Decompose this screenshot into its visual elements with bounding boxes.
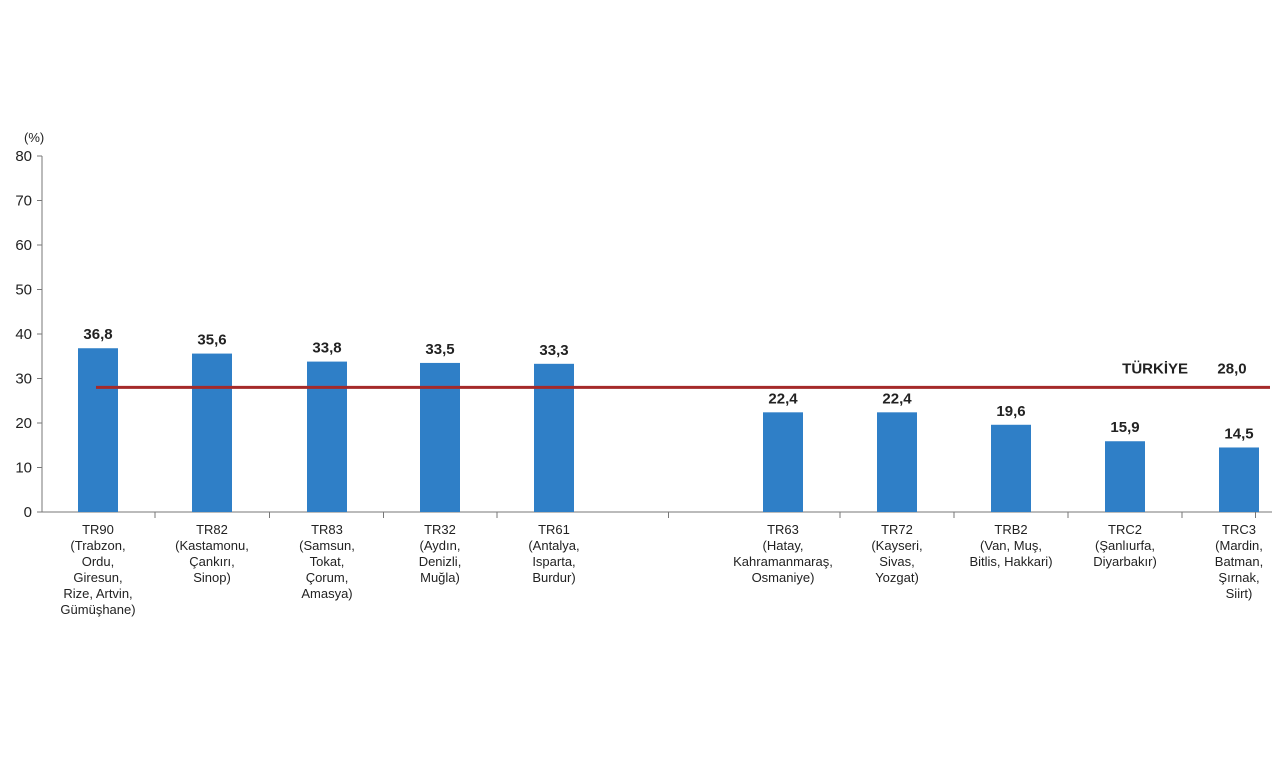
y-tick-label: 0 [24, 504, 32, 521]
x-category-code: TR32 [424, 522, 456, 537]
x-category-name-line: Ordu, [82, 554, 115, 569]
x-category-code: TRC2 [1108, 522, 1142, 537]
bar-tr32 [420, 362, 460, 512]
x-category-name-line: Şırnak, [1218, 570, 1259, 585]
x-category-name-line: Kahramanmaraş, [733, 554, 833, 569]
x-category-name-line: (Aydın, [420, 538, 461, 553]
bar-trc2 [1105, 441, 1145, 512]
x-category-name-line: Osmaniye) [752, 570, 815, 585]
x-category-name-line: (Kayseri, [871, 538, 922, 553]
x-category-name-line: Rize, Artvin, [63, 586, 132, 601]
bars [78, 348, 1259, 512]
bar-trb2 [991, 424, 1031, 512]
x-category-name-line: Siirt) [1226, 586, 1253, 601]
x-category-code: TRB2 [994, 522, 1027, 537]
bar-value-label: 14,5 [1224, 425, 1253, 442]
bar-tr90 [78, 348, 118, 512]
y-tick-label: 30 [15, 371, 32, 388]
x-category-name-line: (Trabzon, [70, 538, 125, 553]
x-category-name-line: Yozgat) [875, 570, 919, 585]
y-tick-label: 60 [15, 237, 32, 254]
bar-tr72 [877, 412, 917, 512]
x-category-code: TR83 [311, 522, 343, 537]
bar-trc3 [1219, 447, 1259, 512]
bar-value-label: 33,5 [425, 341, 454, 358]
y-tick-label: 10 [15, 460, 32, 477]
bar-value-label: 15,9 [1110, 419, 1139, 436]
x-category-name-line: (Samsun, [299, 538, 355, 553]
x-category-code: TR72 [881, 522, 913, 537]
x-category-name-line: Çorum, [306, 570, 349, 585]
bar-tr82 [192, 353, 232, 512]
bar-value-label: 33,8 [312, 340, 341, 357]
x-category-code: TR63 [767, 522, 799, 537]
bar-value-label: 36,8 [83, 326, 112, 343]
x-category-name-line: Çankırı, [189, 554, 235, 569]
x-category-name-line: Batman, [1215, 554, 1263, 569]
bar-value-label: 33,3 [539, 342, 568, 359]
value-labels: 36,8 35,6 33,8 33,5 33,3 22,4 22,4 19,6 15,9 14,5 [83, 326, 1253, 442]
x-category-name-line: Burdur) [532, 570, 575, 585]
x-category-name-line: Bitlis, Hakkari) [969, 554, 1052, 569]
x-category-name-line: Isparta, [532, 554, 575, 569]
x-category-name-line: Sivas, [879, 554, 914, 569]
x-category-name-line: (Şanlıurfa, [1095, 538, 1155, 553]
reference-line-name: TÜRKİYE [1122, 360, 1188, 377]
bar-value-label: 22,4 [768, 390, 798, 407]
y-tick-label: 50 [15, 282, 32, 299]
y-axis-unit-label: (%) [24, 130, 44, 145]
y-tick-label: 40 [15, 326, 32, 343]
x-category-code: TR82 [196, 522, 228, 537]
x-category-name-line: (Hatay, [763, 538, 804, 553]
y-axis: 0 10 20 30 40 50 60 70 80 [15, 148, 1272, 521]
x-category-code: TRC3 [1222, 522, 1256, 537]
x-category-code: TR90 [82, 522, 114, 537]
x-category-name-line: Muğla) [420, 570, 460, 585]
x-category-name-line: Gümüşhane) [60, 602, 135, 617]
x-category-name-line: Sinop) [193, 570, 231, 585]
y-tick-label: 20 [15, 415, 32, 432]
x-category-name-line: (Mardin, [1215, 538, 1263, 553]
bar-value-label: 19,6 [996, 403, 1025, 420]
reference-line-value: 28,0 [1217, 360, 1246, 377]
x-category-name-line: Diyarbakır) [1093, 554, 1157, 569]
bar-tr83 [307, 361, 347, 512]
x-category-name-line: Tokat, [310, 554, 345, 569]
x-axis-labels: TR90(Trabzon,Ordu,Giresun,Rize, Artvin,G… [60, 522, 1263, 617]
bar-value-label: 22,4 [882, 390, 912, 407]
reference-line-group: TÜRKİYE 28,0 [96, 360, 1270, 389]
x-category-name-line: Denizli, [419, 554, 462, 569]
y-tick-label: 80 [15, 148, 32, 165]
x-category-name-line: Giresun, [73, 570, 122, 585]
bar-value-label: 35,6 [197, 332, 226, 349]
x-category-name-line: Amasya) [301, 586, 352, 601]
y-tick-label: 70 [15, 193, 32, 210]
bar-tr63 [763, 412, 803, 512]
x-category-name-line: (Kastamonu, [175, 538, 249, 553]
x-category-name-line: (Antalya, [528, 538, 579, 553]
x-category-code: TR61 [538, 522, 570, 537]
x-category-name-line: (Van, Muş, [980, 538, 1042, 553]
